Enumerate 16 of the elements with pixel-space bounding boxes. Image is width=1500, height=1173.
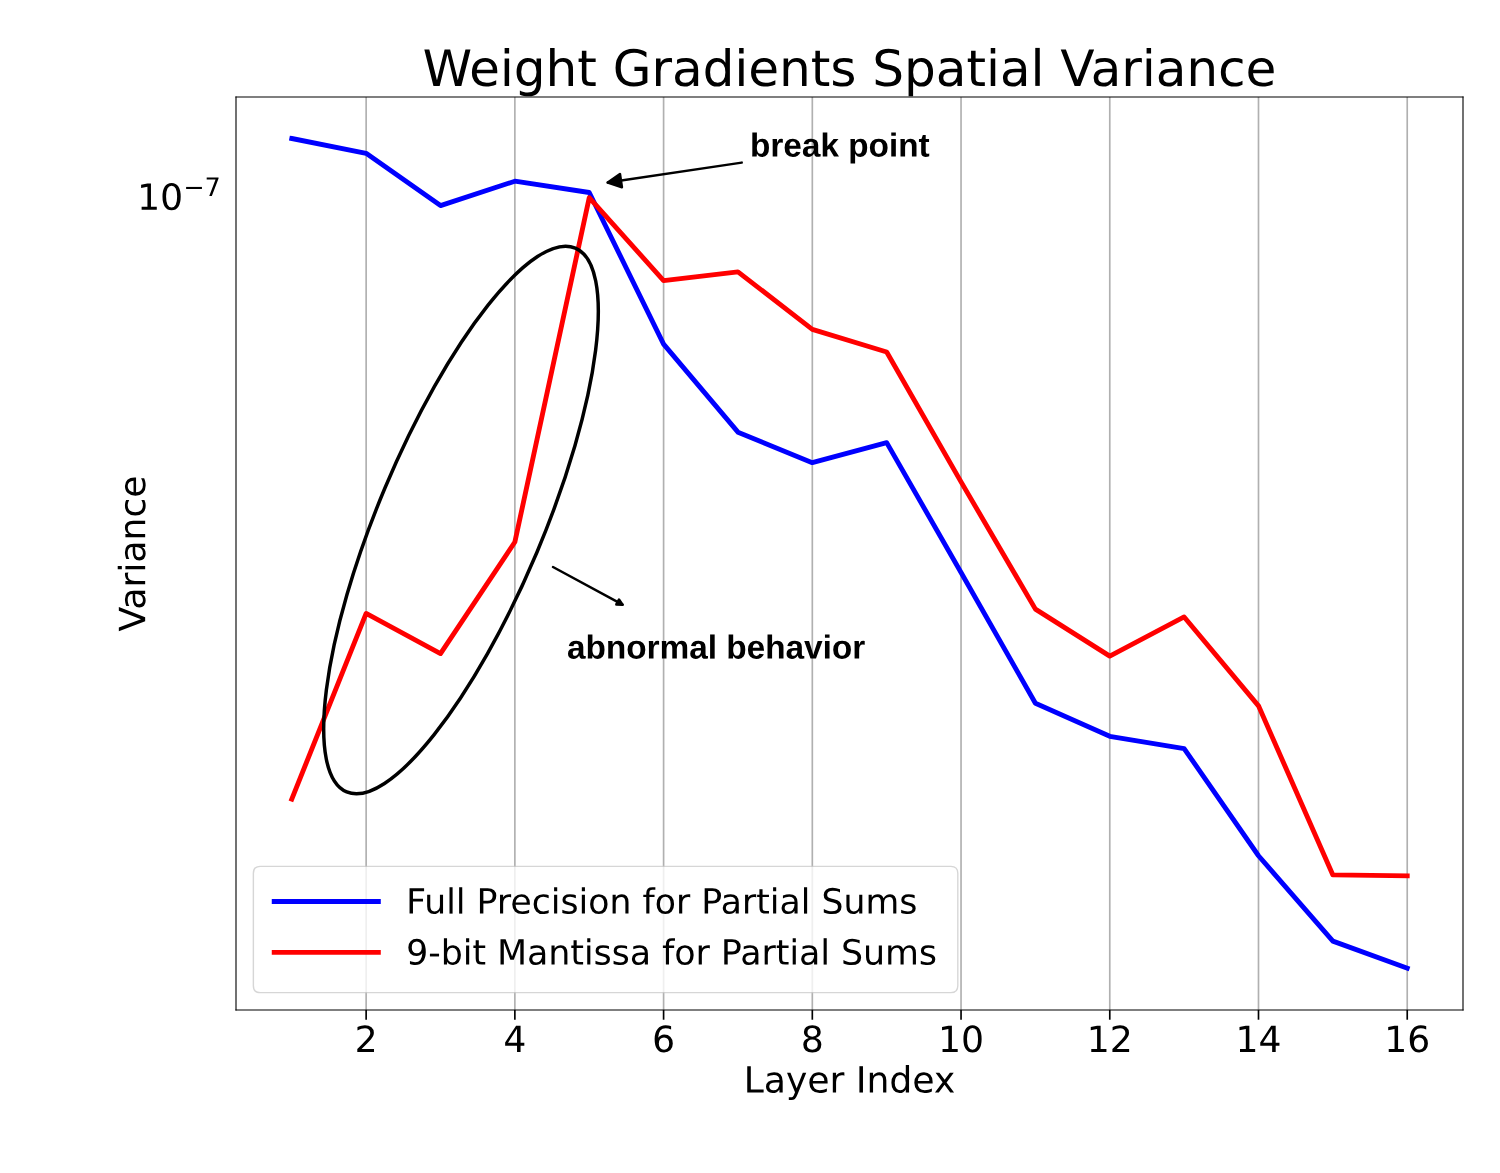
x-tick-label: 4 <box>505 1025 525 1053</box>
legend-label: 9-bit Mantissa for Partial Sums <box>408 938 936 966</box>
x-tick-label: 12 <box>1090 1025 1130 1053</box>
x-tick-label: 14 <box>1239 1025 1280 1053</box>
x-axis-title: Layer Index <box>747 1065 955 1101</box>
x-tick-label: 8 <box>803 1025 822 1053</box>
legend-label: Full Precision for Partial Sums <box>409 887 916 915</box>
annotation: break point <box>752 132 930 164</box>
annotation: abnormal behavior <box>567 634 865 659</box>
x-tick-label: 16 <box>1388 1025 1428 1053</box>
x-tick-label: 6 <box>654 1025 673 1053</box>
text: 10$^{−7}$ <box>141 177 219 211</box>
chart-title: Weight Gradients Spatial Variance <box>424 47 1274 97</box>
x-tick-label: 10 <box>942 1025 982 1053</box>
x-tick-label: 2 <box>357 1025 375 1053</box>
y-axis-title: Variance <box>117 477 146 632</box>
